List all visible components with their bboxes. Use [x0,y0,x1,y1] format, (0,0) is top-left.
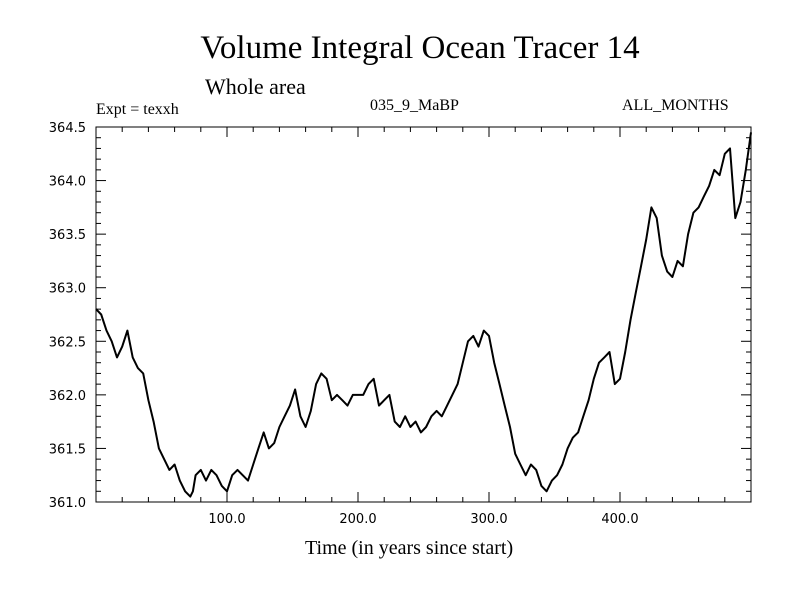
x-tick-label: 300.0 [470,512,507,527]
y-tick-label: 364.0 [49,175,86,190]
y-tick-label: 364.5 [49,121,86,136]
x-axis-label: Time (in years since start) [305,537,514,559]
y-tick-label: 363.0 [49,282,86,297]
y-tick-label: 361.0 [49,496,86,511]
y-tick-label: 361.5 [49,442,86,457]
plot-frame [95,126,752,503]
chart-title: Volume Integral Ocean Tracer 14 [200,30,640,66]
x-tick-label: 200.0 [339,512,376,527]
x-tick-label: 100.0 [208,512,245,527]
y-tick-label: 362.0 [49,389,86,404]
chart-subtitle: Whole area [205,74,306,99]
axis-tick-labels: 100.0 200.0 300.0 400.0 361.0 361.5 362.0 362.5… [49,121,639,527]
y-tick-label: 363.5 [49,228,86,243]
x-tick-label: 400.0 [601,512,638,527]
run-label: 035_9_MaBP [370,97,459,114]
period-label: ALL_MONTHS [622,97,729,114]
axis-ticks [96,127,751,502]
experiment-label: Expt = texxh [96,101,179,118]
y-tick-label: 362.5 [49,335,86,350]
series-line [95,132,752,498]
